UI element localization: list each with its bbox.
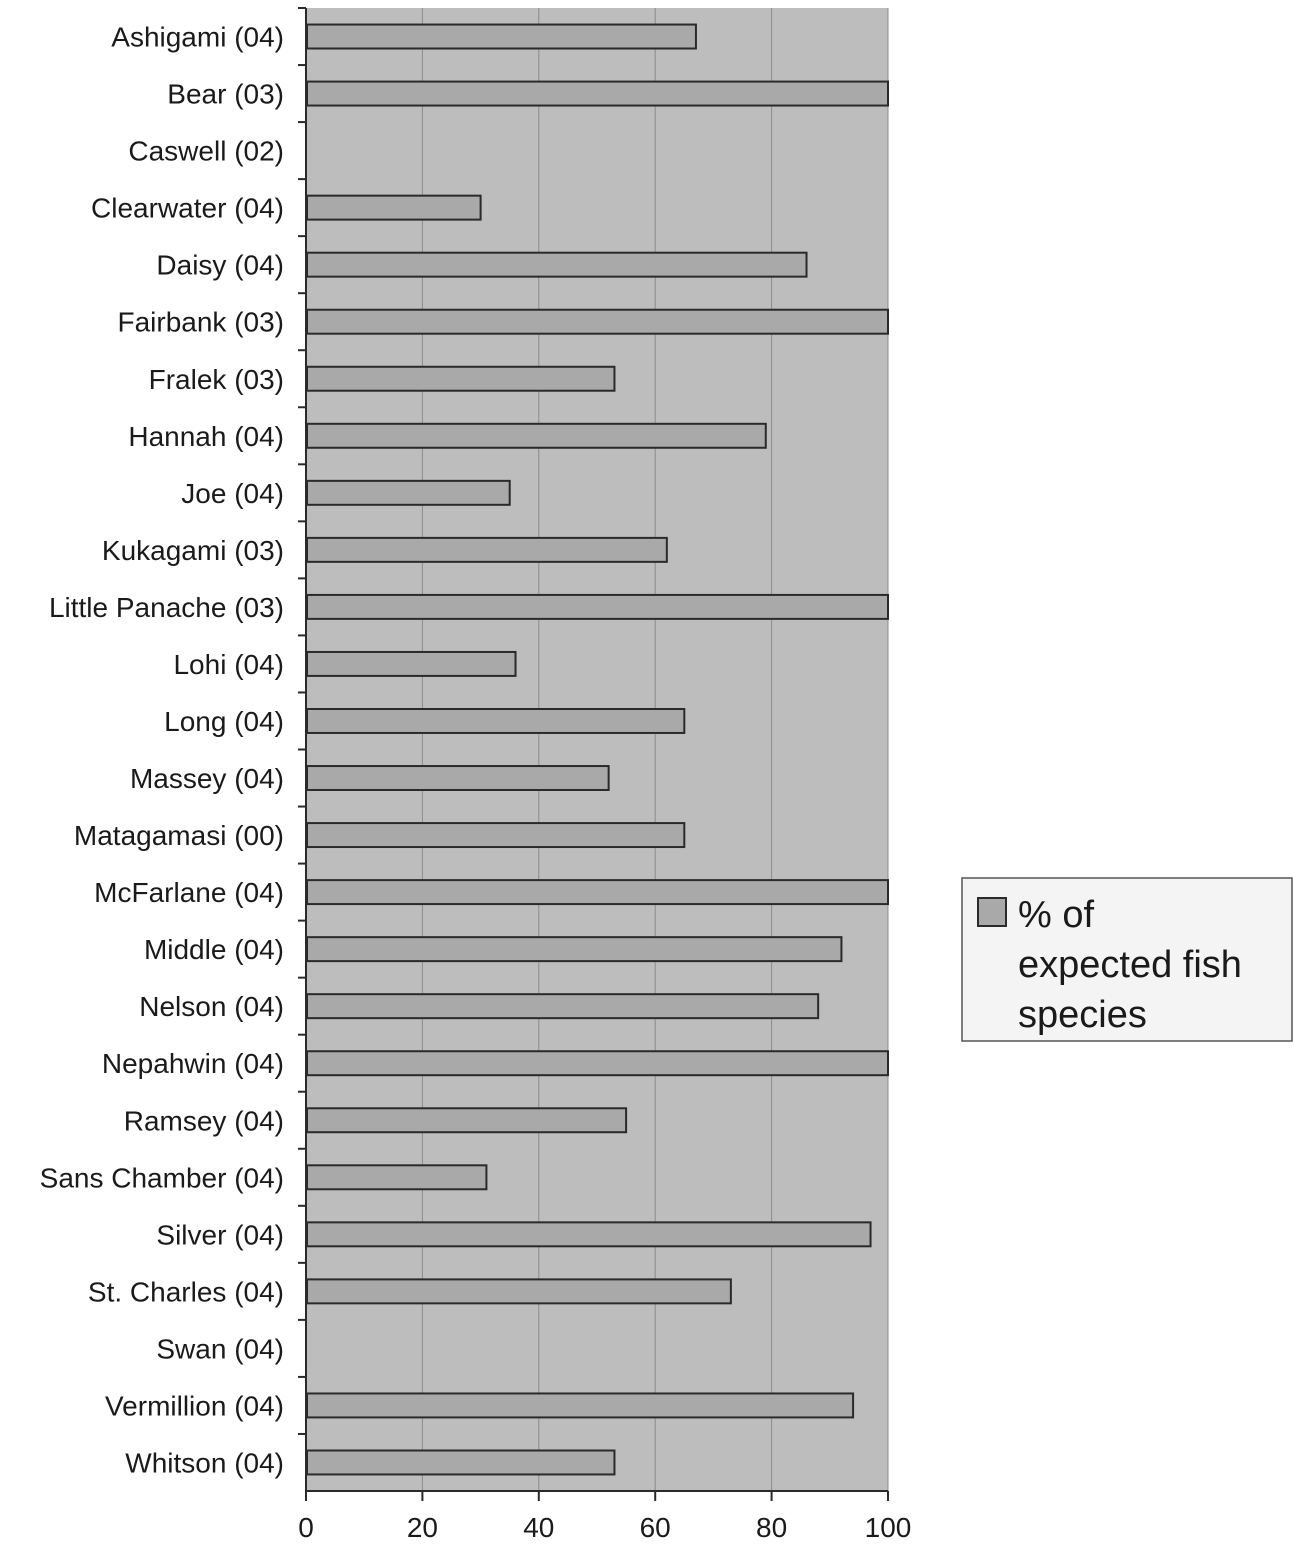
bar [306, 1164, 488, 1191]
category-label: Whitson (04) [125, 1447, 284, 1478]
category-label: Matagamasi (00) [74, 820, 284, 851]
category-label: Middle (04) [144, 934, 284, 965]
bar [306, 1050, 889, 1077]
bar [306, 593, 889, 620]
bar [306, 536, 668, 563]
category-label: Bear (03) [167, 79, 284, 110]
category-label: Vermillion (04) [105, 1390, 284, 1421]
bar [306, 1221, 872, 1248]
bar [306, 422, 767, 449]
bar [306, 80, 889, 107]
bar [306, 650, 517, 677]
bar [306, 194, 482, 221]
category-label: Ashigami (04) [111, 22, 284, 53]
bar [306, 879, 889, 906]
bar [306, 822, 686, 849]
category-label: Sans Chamber (04) [40, 1162, 284, 1193]
category-label: Fairbank (03) [117, 307, 284, 338]
category-label: Little Panache (03) [49, 592, 284, 623]
legend-line-1: % of [1018, 894, 1094, 936]
x-tick-label: 80 [756, 1512, 787, 1543]
legend-swatch [977, 897, 1007, 927]
bar [306, 365, 616, 392]
category-label: Massey (04) [130, 763, 284, 794]
x-tick-label: 0 [298, 1512, 314, 1543]
axes [298, 7, 888, 1492]
bar [306, 1392, 855, 1419]
category-label: Fralek (03) [149, 364, 284, 395]
category-label: Kukagami (03) [102, 535, 284, 566]
x-axis-ticks: 0 20 40 60 80 100 [298, 1491, 911, 1543]
category-label: Silver (04) [156, 1219, 284, 1250]
bar [306, 251, 808, 278]
x-tick-label: 60 [640, 1512, 671, 1543]
bar [306, 479, 511, 506]
category-label: Hannah (04) [128, 421, 284, 452]
category-label: Daisy (04) [156, 250, 284, 281]
bar [306, 765, 610, 791]
category-label: Lohi (04) [173, 649, 284, 680]
bar [306, 936, 843, 963]
bar [306, 993, 820, 1020]
category-label: Clearwater (04) [91, 193, 284, 224]
category-label: St. Charles (04) [88, 1276, 284, 1307]
category-labels: Ashigami (04) Bear (03) Caswell (02) Clearw… [40, 22, 284, 1479]
bars [306, 23, 889, 1476]
category-label: Ramsey (04) [124, 1105, 284, 1136]
bar [306, 308, 889, 335]
category-label: McFarlane (04) [94, 877, 284, 908]
plot-area [306, 8, 888, 1491]
bar [306, 23, 697, 50]
category-label: Swan (04) [156, 1333, 284, 1364]
bar [306, 1278, 732, 1305]
bar [306, 708, 686, 734]
category-label: Long (04) [164, 706, 284, 737]
category-label: Nelson (04) [139, 991, 284, 1022]
bar [306, 1107, 628, 1134]
category-label: Caswell (02) [128, 136, 284, 167]
x-tick-label: 20 [407, 1512, 438, 1543]
x-tick-label: 40 [523, 1512, 554, 1543]
legend: % of expected fish species [961, 877, 1293, 1042]
category-label: Joe (04) [181, 478, 284, 509]
bar [306, 1449, 616, 1476]
x-tick-label: 100 [865, 1512, 912, 1543]
legend-line-2: expected fish [1018, 944, 1242, 986]
legend-box [961, 877, 1293, 1042]
category-label: Nepahwin (04) [102, 1048, 284, 1079]
legend-line-3: species [1018, 994, 1147, 1036]
